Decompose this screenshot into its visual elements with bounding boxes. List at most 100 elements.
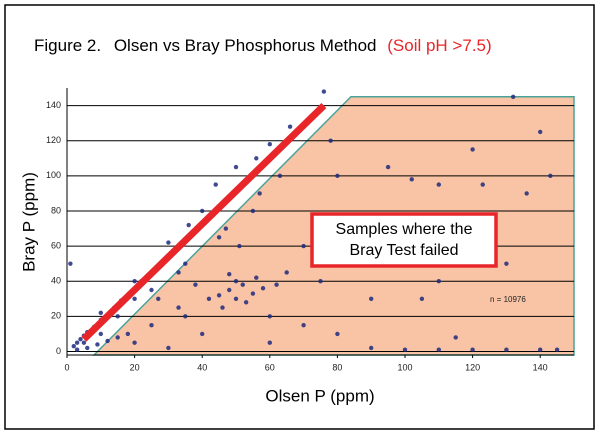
y-tick-label: 100 — [46, 170, 61, 180]
point — [335, 173, 340, 179]
point — [480, 182, 485, 187]
point — [470, 347, 475, 352]
annotation-text: Samples where the — [336, 221, 473, 238]
point — [233, 164, 239, 170]
point — [71, 344, 76, 349]
point — [176, 305, 181, 310]
point — [166, 240, 171, 245]
point — [250, 291, 256, 296]
point — [243, 300, 249, 305]
point — [98, 310, 104, 316]
point — [504, 347, 509, 352]
y-tick-label: 40 — [51, 276, 61, 286]
point — [132, 296, 137, 301]
x-tick-label: 140 — [533, 362, 548, 372]
point — [260, 286, 266, 291]
point — [186, 222, 191, 228]
point — [254, 275, 259, 280]
point — [115, 314, 120, 319]
point — [233, 296, 239, 301]
point — [98, 331, 104, 337]
x-tick-label: 0 — [64, 362, 69, 372]
point — [149, 322, 154, 328]
point — [183, 261, 188, 266]
point — [301, 322, 306, 328]
x-tick-label: 60 — [265, 362, 275, 372]
point — [216, 293, 222, 298]
y-tick-label: 140 — [46, 100, 61, 110]
point — [227, 287, 232, 293]
point — [436, 182, 441, 187]
point — [149, 287, 154, 293]
subtitle: (Soil pH >7.5) — [387, 36, 491, 55]
plot: 0 20 40 60 80 100 120 140 0 20 40 60 80 100 120 140 Samp… — [46, 88, 575, 372]
point — [385, 164, 391, 170]
point — [369, 296, 374, 301]
point — [538, 347, 543, 352]
point — [548, 173, 553, 179]
x-tick-label: 80 — [332, 362, 342, 372]
y-axis-label: Bray P (ppm) — [19, 172, 38, 272]
point — [156, 296, 161, 301]
point — [453, 335, 458, 340]
point — [78, 336, 83, 342]
title: Olsen vs Bray Phosphorus Method — [114, 36, 377, 55]
point — [267, 142, 272, 147]
point — [74, 347, 80, 352]
point — [115, 335, 120, 340]
point — [554, 347, 560, 352]
point — [254, 156, 259, 161]
figure-label: Figure 2. — [34, 36, 101, 55]
point — [237, 243, 242, 249]
point — [257, 191, 262, 196]
x-axis-label: Olsen P (ppm) — [265, 386, 374, 405]
point — [436, 279, 441, 284]
point — [233, 279, 239, 284]
point — [267, 340, 272, 345]
chart-title: Figure 2. Olsen vs Bray Phosphorus Metho… — [34, 36, 492, 55]
point — [510, 94, 516, 99]
x-tick-label: 40 — [197, 362, 207, 372]
point — [287, 124, 293, 129]
point — [250, 208, 256, 214]
point — [524, 191, 529, 196]
point — [369, 345, 374, 351]
point — [328, 138, 333, 143]
point — [206, 296, 212, 301]
annotation-text: Bray Test failed — [349, 242, 458, 259]
y-tick-label: 0 — [56, 346, 61, 356]
point — [321, 89, 327, 94]
y-tick-label: 120 — [46, 135, 61, 145]
annotation-box — [310, 212, 498, 268]
point — [277, 173, 283, 179]
point — [419, 296, 425, 301]
point — [436, 347, 441, 352]
point — [301, 243, 306, 249]
point — [132, 279, 137, 284]
point — [166, 345, 171, 351]
point — [200, 331, 205, 337]
point — [216, 235, 222, 240]
point — [409, 177, 414, 182]
sample-count: n = 10976 — [490, 295, 526, 304]
point — [213, 182, 218, 187]
point — [335, 331, 340, 337]
point — [74, 340, 80, 345]
point — [504, 261, 509, 266]
y-tick-label: 80 — [51, 205, 61, 215]
point — [470, 147, 475, 152]
point — [105, 338, 110, 344]
x-tick-label: 100 — [397, 362, 412, 372]
point — [68, 261, 73, 266]
x-tick-label: 120 — [465, 362, 480, 372]
point — [274, 282, 279, 287]
point — [81, 340, 87, 345]
point — [125, 331, 131, 337]
y-tick-label: 20 — [51, 311, 61, 321]
point — [183, 314, 188, 319]
point — [402, 347, 408, 352]
point — [95, 342, 100, 347]
y-tick-label: 60 — [51, 240, 61, 250]
point — [176, 270, 181, 275]
